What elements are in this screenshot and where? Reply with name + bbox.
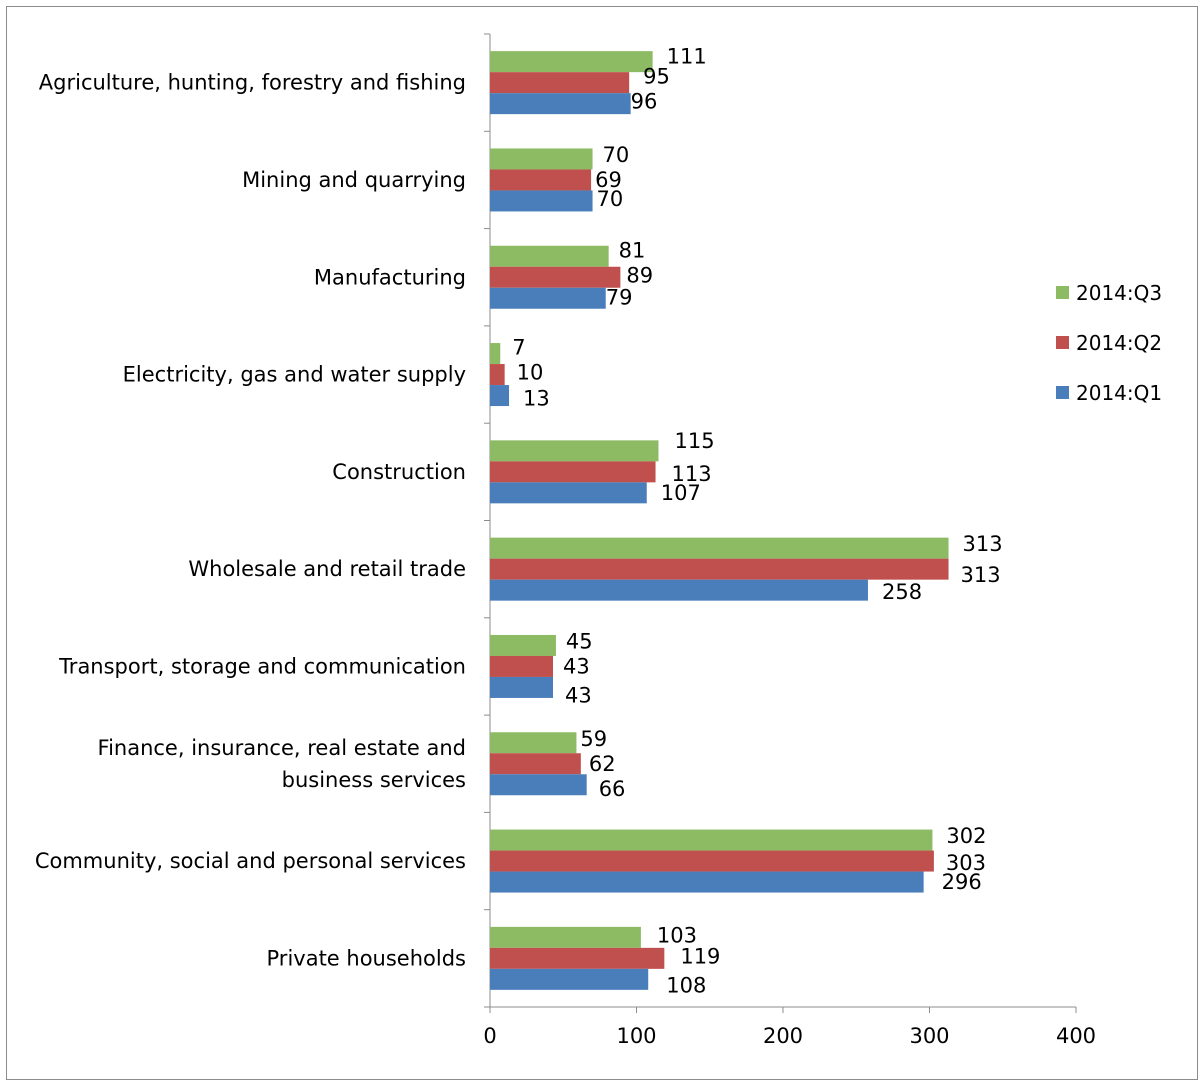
- data-label: 70: [597, 187, 624, 211]
- data-label: 302: [946, 824, 986, 848]
- category-label: Wholesale and retail trade: [188, 557, 466, 581]
- bar-2014q1: [490, 93, 631, 115]
- category-label: Mining and quarrying: [242, 168, 466, 192]
- bar-2014q2: [490, 72, 630, 94]
- x-tick-label: 100: [616, 1024, 656, 1048]
- bar-2014q1: [490, 968, 649, 990]
- bar-2014q2: [490, 558, 949, 580]
- bar-2014q3: [490, 343, 501, 365]
- bar-2014q3: [490, 732, 577, 754]
- category-label: Construction: [332, 460, 466, 484]
- data-label: 89: [626, 263, 653, 287]
- data-label: 113: [672, 462, 712, 486]
- data-label: 108: [666, 973, 706, 997]
- legend-swatch: [1056, 286, 1069, 299]
- bar-2014q1: [490, 579, 868, 601]
- bar-2014q2: [490, 753, 581, 775]
- bar-2014q3: [490, 440, 659, 462]
- bar-2014q1: [490, 190, 593, 212]
- data-label: 103: [657, 923, 697, 947]
- data-label: 111: [667, 45, 707, 69]
- data-label: 303: [946, 851, 986, 875]
- bar-2014q3: [490, 926, 641, 948]
- bar-2014q2: [490, 364, 505, 386]
- bar-2014q3: [490, 245, 609, 267]
- legend-label: 2014:Q3: [1076, 281, 1162, 305]
- bar-2014q2: [490, 461, 656, 483]
- data-label: 10: [517, 361, 544, 385]
- bar-2014q2: [490, 266, 621, 288]
- data-label: 119: [680, 944, 720, 968]
- data-label: 313: [963, 532, 1003, 556]
- bar-2014q2: [490, 655, 553, 677]
- data-label: 13: [523, 387, 550, 411]
- data-label: 296: [942, 870, 982, 894]
- data-label: 79: [606, 285, 633, 309]
- category-label: business services: [282, 768, 466, 792]
- bar-2014q3: [490, 829, 933, 851]
- data-label: 70: [603, 143, 630, 167]
- data-label: 258: [882, 580, 922, 604]
- bar-2014q1: [490, 385, 510, 407]
- x-tick-label: 200: [763, 1024, 803, 1048]
- category-label: Agriculture, hunting, forestry and fishi…: [39, 71, 466, 95]
- category-label: Private households: [267, 946, 466, 970]
- data-label: 45: [566, 629, 593, 653]
- category-label: Electricity, gas and water supply: [123, 363, 466, 387]
- bar-2014q1: [490, 774, 587, 796]
- bar-2014q2: [490, 850, 934, 872]
- bar-2014q1: [490, 482, 647, 504]
- data-label: 96: [631, 90, 658, 114]
- bar-chart: 0 100 200 300 400 Agriculture, hunting, fores…: [35, 33, 1162, 1048]
- category-label: Transport, storage and communication: [58, 654, 466, 678]
- data-label: 115: [674, 429, 714, 453]
- bar-2014q2: [490, 947, 665, 969]
- data-label: 7: [512, 336, 525, 360]
- bar-2014q3: [490, 634, 556, 656]
- data-label: 69: [595, 168, 622, 192]
- bar-2014q1: [490, 871, 924, 893]
- bar-2014q1: [490, 676, 553, 698]
- x-tick-label: 300: [909, 1024, 949, 1048]
- bar-2014q3: [490, 537, 949, 559]
- x-tick-label: 400: [1056, 1024, 1096, 1048]
- legend-label: 2014:Q2: [1076, 331, 1162, 355]
- data-label: 66: [599, 777, 626, 801]
- bar-2014q1: [490, 287, 606, 309]
- category-label: Community, social and personal services: [35, 849, 466, 873]
- data-label: 95: [643, 65, 670, 89]
- bar-2014q2: [490, 169, 592, 191]
- data-label: 107: [661, 481, 701, 505]
- chart-frame: 0 100 200 300 400 Agriculture, hunting, fores…: [6, 6, 1198, 1080]
- data-label: 313: [961, 563, 1001, 587]
- data-label: 43: [563, 654, 590, 678]
- data-label: 62: [589, 752, 616, 776]
- data-label: 43: [565, 683, 592, 707]
- data-label: 81: [619, 238, 646, 262]
- category-label: Manufacturing: [314, 265, 466, 289]
- legend-label: 2014:Q1: [1076, 381, 1162, 405]
- bar-2014q3: [490, 51, 653, 73]
- category-label: Finance, insurance, real estate and: [98, 736, 466, 760]
- bar-2014q3: [490, 148, 593, 170]
- x-tick-label: 0: [483, 1024, 496, 1048]
- data-label: 59: [580, 727, 607, 751]
- legend-swatch: [1056, 386, 1069, 399]
- legend-swatch: [1056, 336, 1069, 349]
